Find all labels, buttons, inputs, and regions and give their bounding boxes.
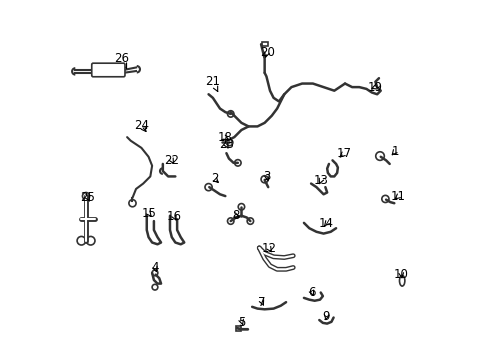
Text: 15: 15 <box>142 207 157 220</box>
Text: 9: 9 <box>323 310 330 323</box>
Text: 14: 14 <box>319 217 334 230</box>
FancyBboxPatch shape <box>92 63 125 77</box>
Text: 13: 13 <box>313 174 328 187</box>
Text: 10: 10 <box>394 268 409 281</box>
Text: 12: 12 <box>262 242 277 255</box>
Bar <box>237 327 242 331</box>
Text: 17: 17 <box>337 147 352 160</box>
Text: 8: 8 <box>232 209 240 222</box>
Text: 19: 19 <box>368 81 383 94</box>
Text: 5: 5 <box>239 316 246 329</box>
Text: 4: 4 <box>151 261 159 274</box>
Text: 22: 22 <box>164 154 179 167</box>
Text: 24: 24 <box>134 119 149 132</box>
Text: 2: 2 <box>211 172 219 185</box>
Text: 1: 1 <box>392 145 399 158</box>
Text: 26: 26 <box>114 52 129 68</box>
Text: 21: 21 <box>205 75 221 91</box>
Text: 16: 16 <box>167 210 182 223</box>
Text: 25: 25 <box>80 192 95 204</box>
Text: 23: 23 <box>219 139 234 152</box>
Bar <box>262 42 268 46</box>
Text: 20: 20 <box>260 46 274 59</box>
Text: 7: 7 <box>258 296 266 309</box>
Text: 18: 18 <box>218 131 233 144</box>
Text: 3: 3 <box>264 170 271 183</box>
Text: 11: 11 <box>391 190 406 203</box>
Text: 6: 6 <box>308 286 316 299</box>
